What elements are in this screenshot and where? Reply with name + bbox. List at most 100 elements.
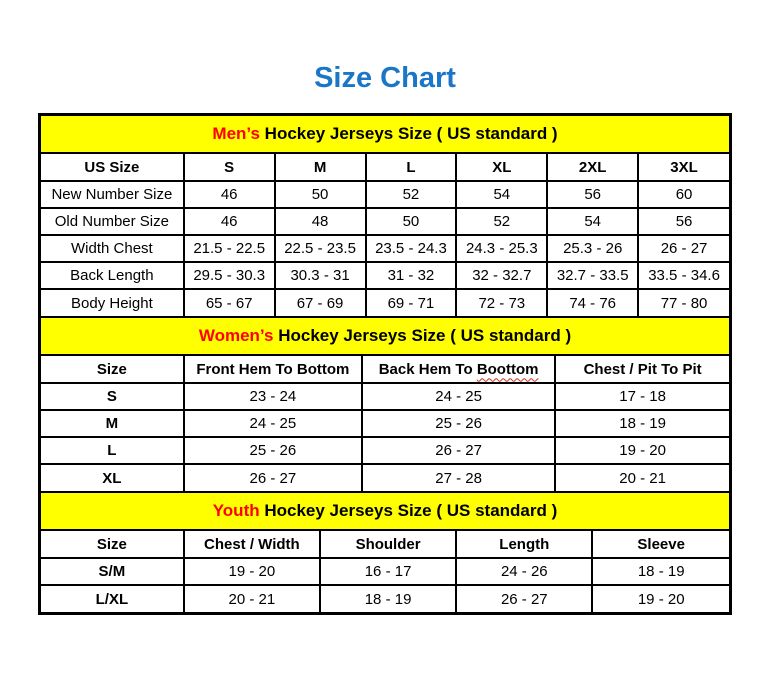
mens-size-cell: 50 (273, 180, 367, 209)
mens-size-cell: 46 (182, 180, 276, 209)
mens-size-cell: 54 (455, 180, 549, 209)
mens-size-cell: 72 - 73 (455, 288, 549, 316)
womens-size-cell: 23 - 24 (182, 382, 363, 411)
mens-row-label: Back Length (41, 261, 185, 290)
youth-size-cell: 24 - 26 (455, 557, 594, 586)
mens-size-cell: 56 (546, 180, 640, 209)
mens-section-title: Hockey Jerseys Size ( US standard ) (259, 124, 558, 143)
womens-section: Women’s Hockey Jerseys Size ( US standar… (41, 316, 729, 491)
mens-size-cell: 32.7 - 33.5 (546, 261, 640, 290)
mens-table-row: Body Height 65 - 67 67 - 69 69 - 71 72 - 73 7… (41, 288, 729, 316)
size-chart-container: Men’s Hockey Jerseys Size ( US standard … (38, 113, 732, 615)
youth-column-header: Shoulder (318, 531, 458, 559)
youth-size-cell: 26 - 27 (455, 584, 594, 612)
youth-table-row: S/M 19 - 20 16 - 17 24 - 26 18 - 19 (41, 557, 729, 586)
womens-size-cell: 24 - 25 (360, 382, 557, 411)
youth-column-header: Length (455, 531, 594, 559)
mens-size-cell: 67 - 69 (273, 288, 367, 316)
mens-size-cell: 21.5 - 22.5 (182, 234, 276, 263)
mens-size-cell: 31 - 32 (364, 261, 458, 290)
mens-table-row: New Number Size 46 50 52 54 56 60 (41, 180, 729, 209)
womens-size-cell: 25 - 26 (360, 409, 557, 438)
mens-size-cell: 65 - 67 (182, 288, 276, 316)
mens-table-row: Old Number Size 46 48 50 52 54 56 (41, 207, 729, 236)
womens-table-row: XL 26 - 27 27 - 28 20 - 21 (41, 463, 729, 491)
mens-size-cell: 77 - 80 (637, 288, 729, 316)
mens-size-cell: 50 (364, 207, 458, 236)
youth-size-cell: 18 - 19 (591, 557, 729, 586)
mens-row-label: New Number Size (41, 180, 185, 209)
womens-column-header: Front Hem To Bottom (182, 356, 363, 384)
mens-size-cell: 74 - 76 (546, 288, 640, 316)
womens-size-cell: 20 - 21 (554, 463, 729, 491)
mens-row-label: Width Chest (41, 234, 185, 263)
womens-column-header: Back Hem To Boottom (360, 356, 557, 384)
mens-column-header: US Size (41, 154, 185, 182)
youth-size-cell: 19 - 20 (182, 557, 321, 586)
youth-column-header: Size (41, 531, 185, 559)
womens-row-label: M (41, 409, 185, 438)
mens-column-header: M (273, 154, 367, 182)
youth-column-header: Chest / Width (182, 531, 321, 559)
mens-size-cell: 24.3 - 25.3 (455, 234, 549, 263)
womens-size-cell: 26 - 27 (360, 436, 557, 465)
youth-section: Youth Hockey Jerseys Size ( US standard … (41, 491, 729, 612)
womens-size-cell: 19 - 20 (554, 436, 729, 465)
mens-section: Men’s Hockey Jerseys Size ( US standard … (41, 116, 729, 316)
mens-column-header: 2XL (546, 154, 640, 182)
mens-size-cell: 29.5 - 30.3 (182, 261, 276, 290)
mens-size-cell: 32 - 32.7 (455, 261, 549, 290)
womens-table-row: L 25 - 26 26 - 27 19 - 20 (41, 436, 729, 465)
mens-size-cell: 46 (182, 207, 276, 236)
mens-size-cell: 48 (273, 207, 367, 236)
youth-row-label: L/XL (41, 584, 185, 612)
womens-section-header: Women’s Hockey Jerseys Size ( US standar… (41, 316, 729, 356)
womens-table-row: S 23 - 24 24 - 25 17 - 18 (41, 382, 729, 411)
mens-table-row: Width Chest 21.5 - 22.5 22.5 - 23.5 23.5 - … (41, 234, 729, 263)
womens-table-row: M 24 - 25 25 - 26 18 - 19 (41, 409, 729, 438)
mens-size-cell: 69 - 71 (364, 288, 458, 316)
youth-size-table: Size Chest / Width Shoulder Length Sleeve S/M… (41, 531, 729, 612)
mens-size-cell: 56 (637, 207, 729, 236)
mens-row-label: Body Height (41, 288, 185, 316)
womens-size-cell: 25 - 26 (182, 436, 363, 465)
misspelled-word: Boottom (476, 360, 539, 378)
mens-column-header: S (182, 154, 276, 182)
youth-row-label: S/M (41, 557, 185, 586)
youth-size-cell: 20 - 21 (182, 584, 321, 612)
youth-section-header: Youth Hockey Jerseys Size ( US standard … (41, 491, 729, 531)
youth-section-title: Hockey Jerseys Size ( US standard ) (259, 501, 558, 520)
mens-row-label: Old Number Size (41, 207, 185, 236)
womens-size-cell: 24 - 25 (182, 409, 363, 438)
mens-column-header: L (364, 154, 458, 182)
mens-section-highlight: Men’s (212, 124, 260, 143)
youth-column-header: Sleeve (591, 531, 729, 559)
mens-table-row: Back Length 29.5 - 30.3 30.3 - 31 31 - 32 32… (41, 261, 729, 290)
youth-size-cell: 19 - 20 (591, 584, 729, 612)
mens-column-header: 3XL (637, 154, 729, 182)
mens-size-cell: 23.5 - 24.3 (364, 234, 458, 263)
mens-column-header: XL (455, 154, 549, 182)
mens-size-cell: 30.3 - 31 (273, 261, 367, 290)
page-title: Size Chart (314, 62, 456, 94)
mens-size-cell: 33.5 - 34.6 (637, 261, 729, 290)
mens-size-table: US Size S M L XL 2XL 3XL New Number Size 46 50 52 5… (41, 154, 729, 316)
youth-section-highlight: Youth (212, 501, 260, 520)
mens-section-header: Men’s Hockey Jerseys Size ( US standard … (41, 116, 729, 154)
mens-size-cell: 25.3 - 26 (546, 234, 640, 263)
womens-size-cell: 17 - 18 (554, 382, 729, 411)
mens-size-cell: 54 (546, 207, 640, 236)
womens-row-label: XL (41, 463, 185, 491)
mens-size-cell: 52 (364, 180, 458, 209)
womens-row-label: L (41, 436, 185, 465)
youth-size-cell: 18 - 19 (318, 584, 458, 612)
womens-column-header: Chest / Pit To Pit (554, 356, 729, 384)
mens-size-cell: 26 - 27 (637, 234, 729, 263)
mens-size-cell: 52 (455, 207, 549, 236)
mens-size-cell: 22.5 - 23.5 (273, 234, 367, 263)
womens-size-table: Size Front Hem To Bottom Back Hem To Boott… (41, 356, 729, 491)
youth-size-cell: 16 - 17 (318, 557, 458, 586)
womens-size-cell: 18 - 19 (554, 409, 729, 438)
womens-column-header: Size (41, 356, 185, 384)
